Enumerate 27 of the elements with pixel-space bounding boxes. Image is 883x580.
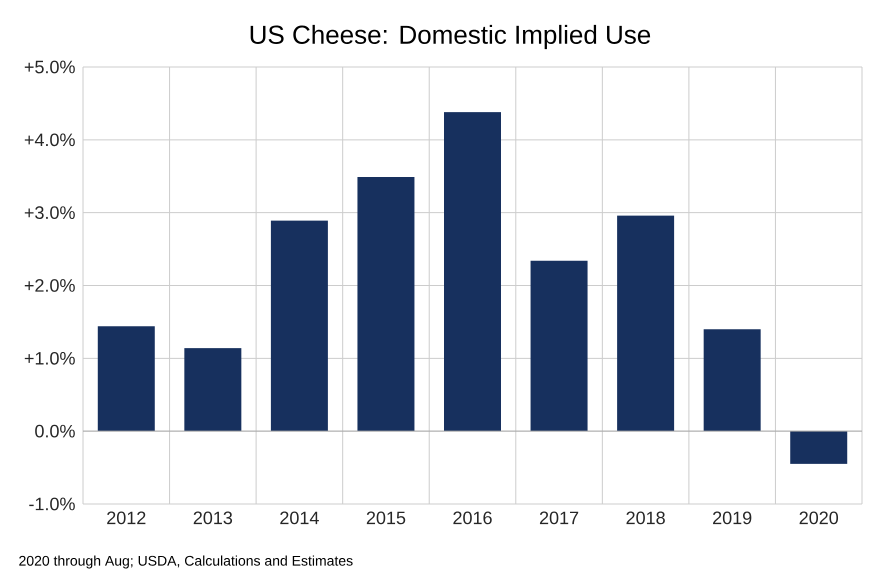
x-tick-label: 2016 [453, 512, 492, 524]
x-tick-label: 2014 [280, 512, 319, 524]
bar [98, 326, 155, 432]
x-tick-label: 2017 [540, 512, 578, 524]
x-tick-label: 2019 [713, 512, 752, 524]
y-tick-label: +1.0% [24, 352, 75, 365]
bar [530, 260, 588, 432]
x-tick-label: 2015 [366, 512, 406, 524]
y-tick-label: -1.0% [29, 498, 75, 510]
y-tick-label: +2.0% [24, 279, 75, 292]
bar [444, 112, 502, 432]
y-tick-label: +5.0% [24, 60, 75, 74]
bar [617, 216, 674, 432]
y-tick-label: +4.0% [24, 133, 75, 146]
chart-title: US Cheese: Domestic Implied Use [250, 24, 650, 50]
bar [357, 176, 414, 432]
x-tick-label: 2020 [800, 512, 838, 524]
text: 2020 through Aug; USDA, Calculations and Estimates [19, 555, 353, 569]
x-tick-label: 2018 [626, 512, 665, 524]
y-tick-label: +3.0% [24, 206, 75, 220]
bar [270, 220, 328, 432]
y-tick-label: 0.0% [35, 424, 75, 438]
x-tick-label: 2012 [107, 512, 146, 524]
bar [790, 431, 848, 464]
bar [704, 329, 761, 432]
x-tick-label: 2013 [194, 512, 232, 524]
bar [184, 348, 242, 432]
